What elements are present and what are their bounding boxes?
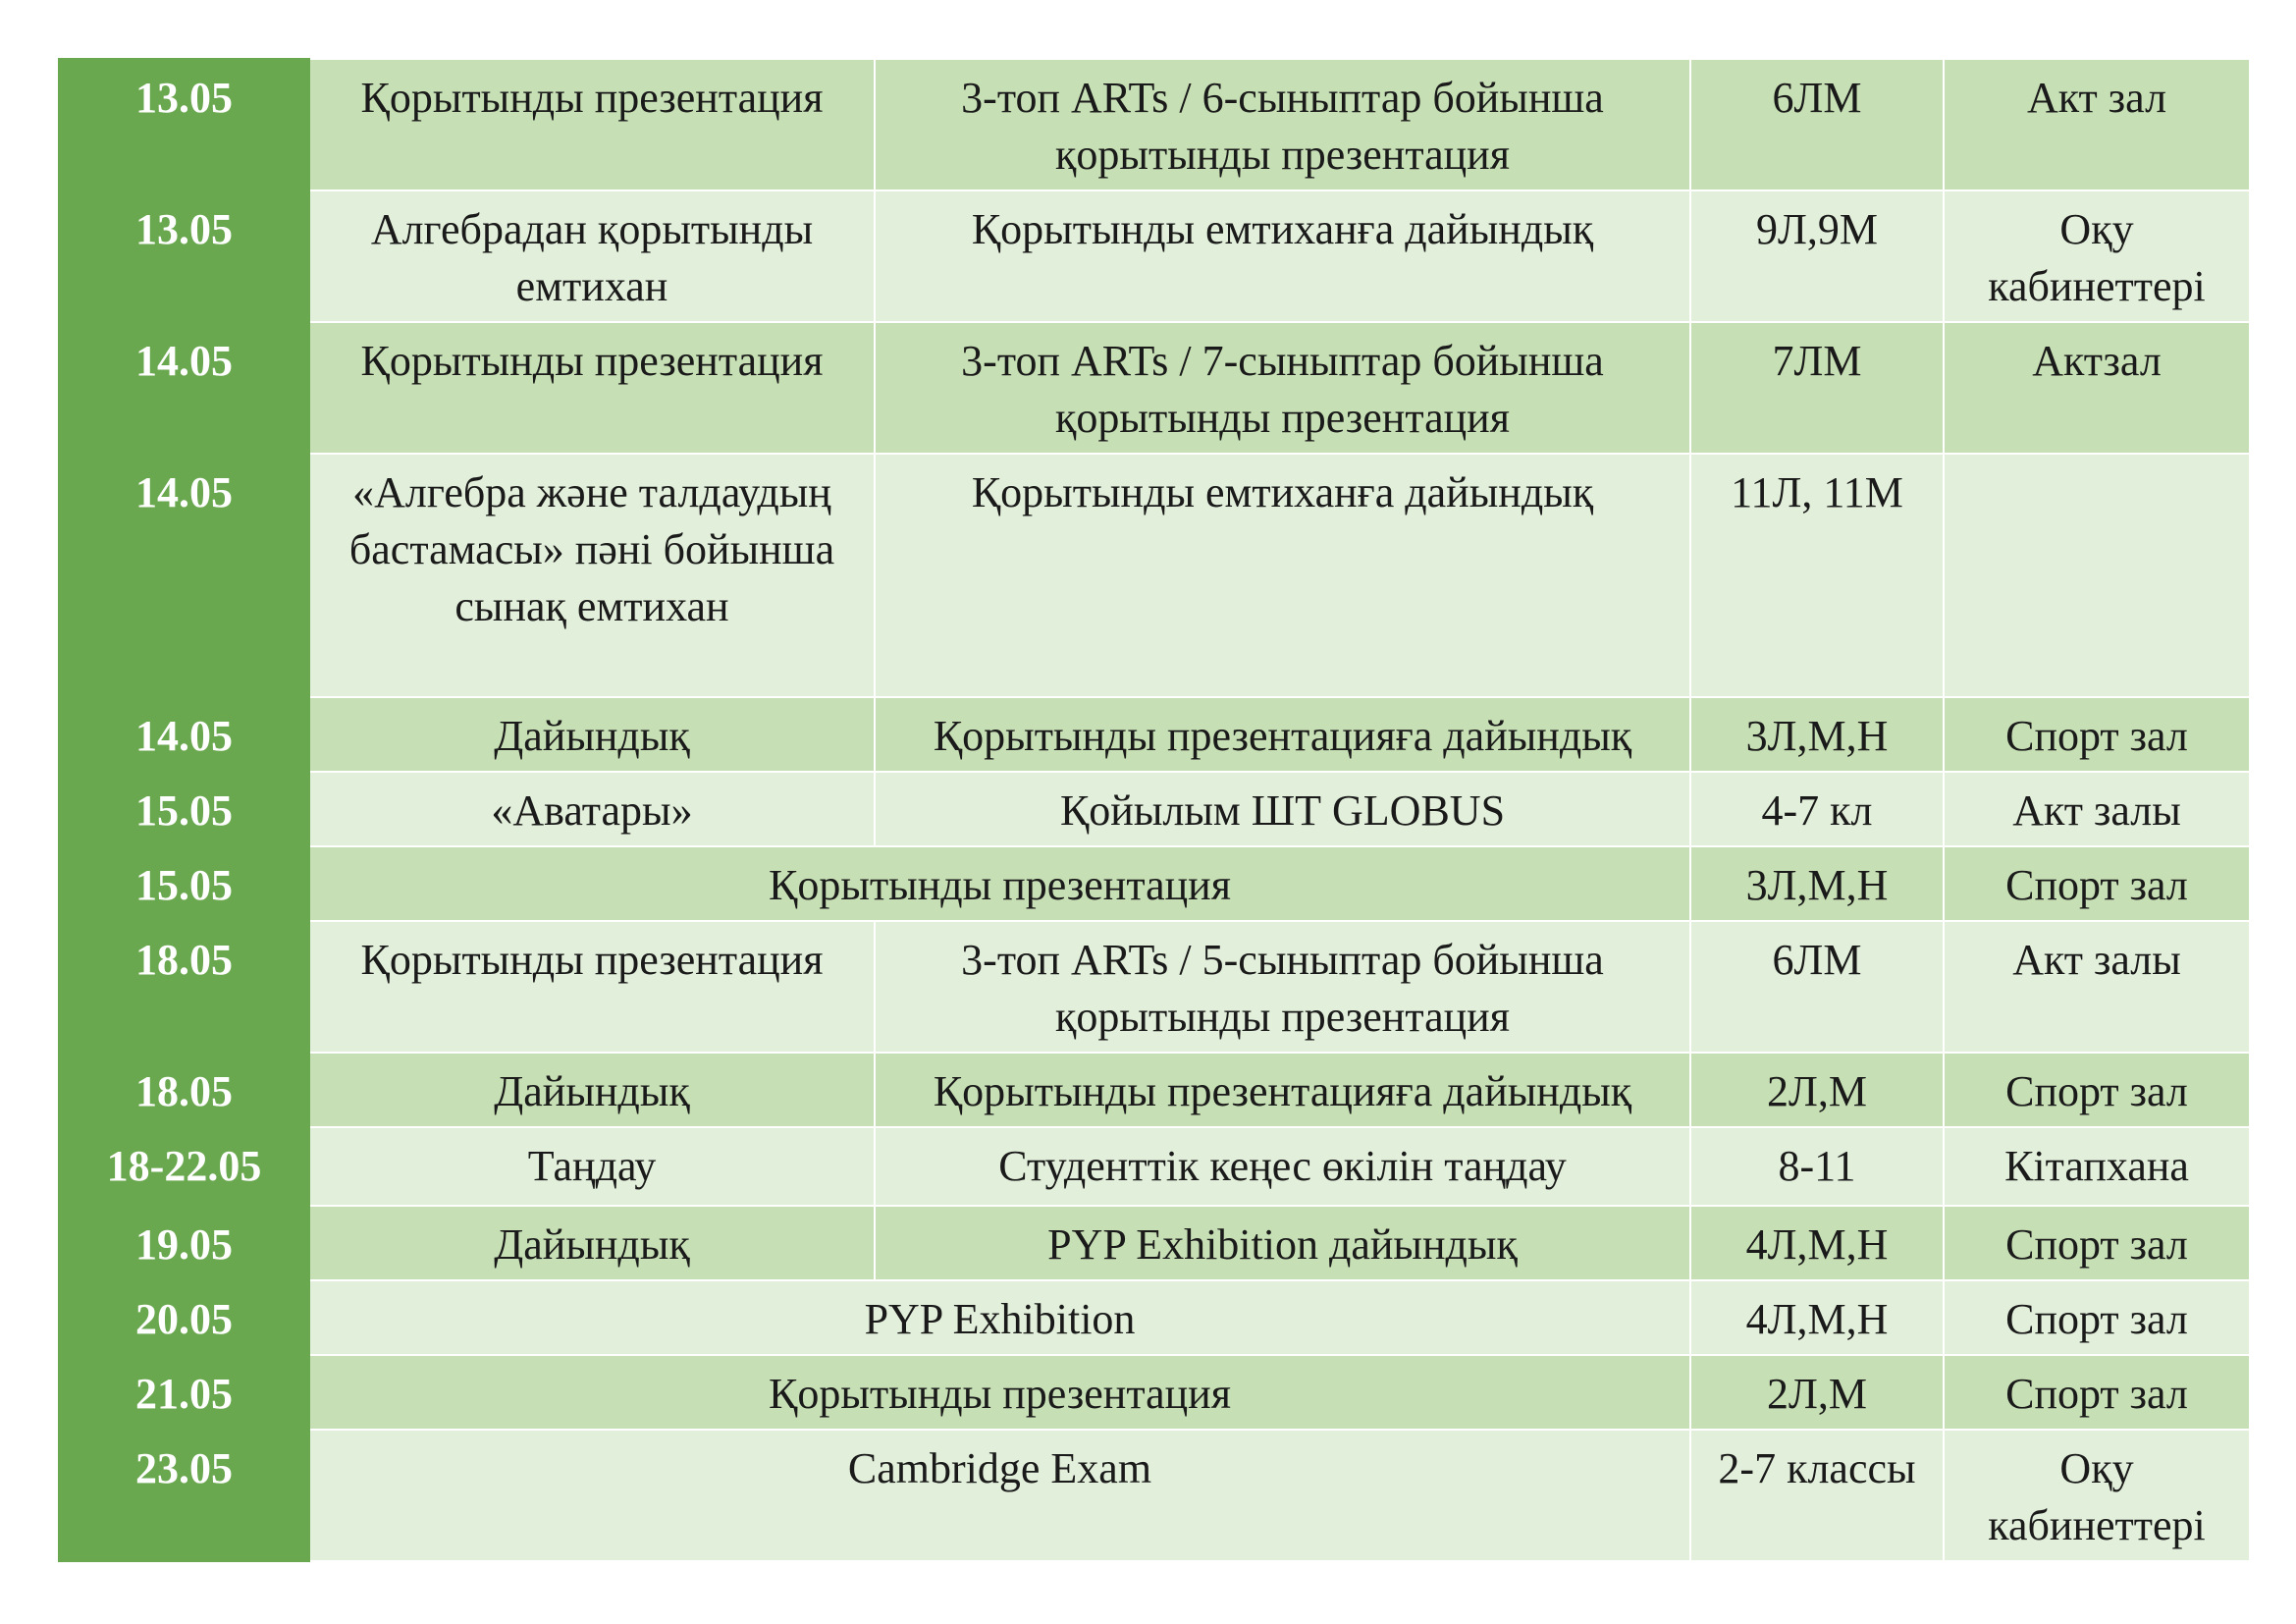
grades-cell: 3Л,М,Н xyxy=(1689,696,1945,773)
grades-cell: 2Л,М xyxy=(1689,1052,1945,1128)
grades-cell: 6ЛМ xyxy=(1689,58,1945,191)
date-cell: 18-22.05 xyxy=(58,1126,310,1207)
grades-cell: 4Л,М,Н xyxy=(1689,1205,1945,1281)
event-cell: «Алгебра және талдаудың бастамасы» пәні … xyxy=(308,453,876,698)
grades-cell: 3Л,М,Н xyxy=(1689,845,1945,922)
event-cell: Дайындық xyxy=(308,1052,876,1128)
grades-cell: 7ЛМ xyxy=(1689,321,1945,455)
document-page: 13.05 Қорытынды презентация 3-топ ARTs /… xyxy=(58,58,2251,1562)
table-row: 18.05 Дайындық Қорытынды презентацияға д… xyxy=(58,1052,2251,1128)
place-cell: Оқу кабинеттері xyxy=(1943,189,2251,323)
grades-cell: 2Л,М xyxy=(1689,1354,1945,1431)
table-row: 18.05 Қорытынды презентация 3-топ ARTs /… xyxy=(58,920,2251,1054)
date-cell: 15.05 xyxy=(58,845,310,922)
date-cell: 14.05 xyxy=(58,321,310,455)
event-cell: Алгебрадан қорытынды емтихан xyxy=(308,189,876,323)
event-cell: Таңдау xyxy=(308,1126,876,1207)
merged-event-cell: Қорытынды презентация xyxy=(308,845,1691,922)
description-cell: 3-топ ARTs / 6-сыныптар бойынша қорытынд… xyxy=(874,58,1691,191)
place-cell: Спорт зал xyxy=(1943,1354,2251,1431)
description-cell: Қойылым ШТ GLOBUS xyxy=(874,771,1691,847)
place-cell: Спорт зал xyxy=(1943,1052,2251,1128)
grades-cell: 4-7 кл xyxy=(1689,771,1945,847)
schedule-table: 13.05 Қорытынды презентация 3-топ ARTs /… xyxy=(58,58,2251,1562)
place-cell: Спорт зал xyxy=(1943,845,2251,922)
grades-cell: 4Л,М,Н xyxy=(1689,1279,1945,1356)
place-cell: Акт залы xyxy=(1943,920,2251,1054)
place-cell: Акт зал xyxy=(1943,58,2251,191)
merged-event-cell: Қорытынды презентация xyxy=(308,1354,1691,1431)
place-cell: Кітапхана xyxy=(1943,1126,2251,1207)
merged-event-cell: PYP Exhibition xyxy=(308,1279,1691,1356)
grades-cell: 6ЛМ xyxy=(1689,920,1945,1054)
place-cell: Акт залы xyxy=(1943,771,2251,847)
table-row: 20.05 PYP Exhibition 4Л,М,Н Спорт зал xyxy=(58,1279,2251,1356)
table-row: 13.05 Қорытынды презентация 3-топ ARTs /… xyxy=(58,58,2251,191)
grades-cell: 2-7 классы xyxy=(1689,1429,1945,1562)
date-cell: 13.05 xyxy=(58,189,310,323)
place-cell xyxy=(1943,453,2251,698)
date-cell: 14.05 xyxy=(58,696,310,773)
description-cell: Студенттік кеңес өкілін таңдау xyxy=(874,1126,1691,1207)
place-cell: Спорт зал xyxy=(1943,1279,2251,1356)
place-cell: Спорт зал xyxy=(1943,696,2251,773)
date-cell: 18.05 xyxy=(58,920,310,1054)
description-cell: Қорытынды презентацияға дайындық xyxy=(874,696,1691,773)
table-row: 15.05 Қорытынды презентация 3Л,М,Н Спорт… xyxy=(58,845,2251,922)
grades-cell: 11Л, 11М xyxy=(1689,453,1945,698)
description-cell: 3-топ ARTs / 7-сыныптар бойынша қорытынд… xyxy=(874,321,1691,455)
table-row: 15.05 «Аватары» Қойылым ШТ GLOBUS 4-7 кл… xyxy=(58,771,2251,847)
merged-event-cell: Cambridge Exam xyxy=(308,1429,1691,1562)
date-cell: 15.05 xyxy=(58,771,310,847)
description-cell: 3-топ ARTs / 5-сыныптар бойынша қорытынд… xyxy=(874,920,1691,1054)
table-row: 18-22.05 Таңдау Студенттік кеңес өкілін … xyxy=(58,1126,2251,1207)
grades-cell: 9Л,9М xyxy=(1689,189,1945,323)
date-cell: 13.05 xyxy=(58,58,310,191)
table-row: 21.05 Қорытынды презентация 2Л,М Спорт з… xyxy=(58,1354,2251,1431)
date-cell: 14.05 xyxy=(58,453,310,698)
grades-cell: 8-11 xyxy=(1689,1126,1945,1207)
table-row: 14.05 Қорытынды презентация 3-топ ARTs /… xyxy=(58,321,2251,455)
date-cell: 21.05 xyxy=(58,1354,310,1431)
event-cell: Қорытынды презентация xyxy=(308,58,876,191)
event-cell: Дайындық xyxy=(308,1205,876,1281)
event-cell: Дайындық xyxy=(308,696,876,773)
event-cell: Қорытынды презентация xyxy=(308,321,876,455)
description-cell: PYP Exhibition дайындық xyxy=(874,1205,1691,1281)
date-cell: 18.05 xyxy=(58,1052,310,1128)
date-cell: 23.05 xyxy=(58,1429,310,1562)
place-cell: Актзал xyxy=(1943,321,2251,455)
description-cell: Қорытынды емтиханға дайындық xyxy=(874,453,1691,698)
table-row: 19.05 Дайындық PYP Exhibition дайындық 4… xyxy=(58,1205,2251,1281)
table-row: 14.05 Дайындық Қорытынды презентацияға д… xyxy=(58,696,2251,773)
description-cell: Қорытынды емтиханға дайындық xyxy=(874,189,1691,323)
table-row: 13.05 Алгебрадан қорытынды емтихан Қорыт… xyxy=(58,189,2251,323)
place-cell: Спорт зал xyxy=(1943,1205,2251,1281)
table-row: 14.05 «Алгебра және талдаудың бастамасы»… xyxy=(58,453,2251,698)
place-cell: Оқу кабинеттері xyxy=(1943,1429,2251,1562)
table-row: 23.05 Cambridge Exam 2-7 классы Оқу каби… xyxy=(58,1429,2251,1562)
date-cell: 19.05 xyxy=(58,1205,310,1281)
description-cell: Қорытынды презентацияға дайындық xyxy=(874,1052,1691,1128)
event-cell: Қорытынды презентация xyxy=(308,920,876,1054)
event-cell: «Аватары» xyxy=(308,771,876,847)
date-cell: 20.05 xyxy=(58,1279,310,1356)
